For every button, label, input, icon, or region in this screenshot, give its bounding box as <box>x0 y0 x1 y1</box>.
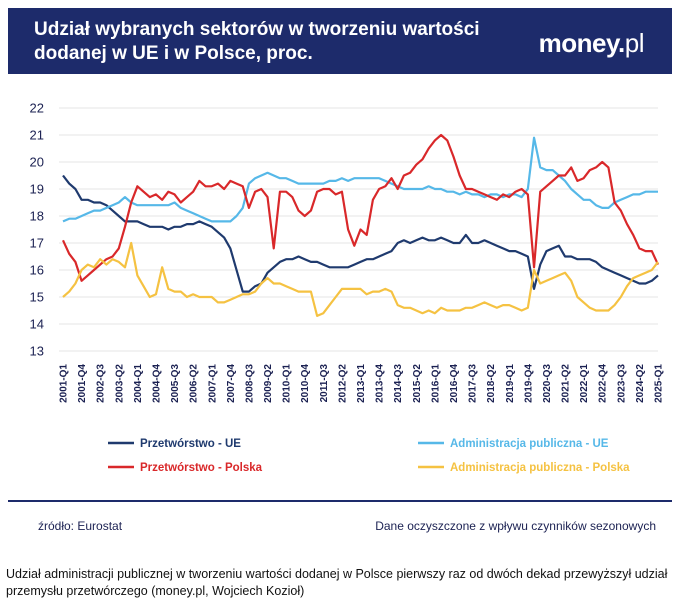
x-tick-label-2013-Q4: 2013-Q4 <box>375 364 386 403</box>
brand-logo-tld: pl <box>624 28 645 58</box>
y-tick-label-18: 18 <box>30 209 44 224</box>
series-line-3 <box>62 241 659 317</box>
x-tick-label-2020-Q3: 2020-Q3 <box>542 364 553 403</box>
x-tick-label-2012-Q2: 2012-Q2 <box>337 364 348 403</box>
x-tick-label-2001-Q4: 2001-Q4 <box>77 364 88 403</box>
x-axis-ticks: 2001-Q1 2001-Q4 2002-Q3 2003-Q2 2004-Q1 2004-… <box>59 364 665 403</box>
y-tick-label-22: 22 <box>30 101 44 116</box>
x-tick-label-2011-Q3: 2011-Q3 <box>319 364 330 403</box>
gridlines <box>59 107 658 352</box>
legend-label-3: Administracja publiczna - Polska <box>450 462 630 474</box>
x-tick-label-2007-Q1: 2007-Q1 <box>207 364 218 403</box>
x-tick-label-2023-Q3: 2023-Q3 <box>616 364 627 403</box>
y-tick-label-19: 19 <box>30 182 44 197</box>
series-line-2 <box>62 133 659 282</box>
x-tick-label-2003-Q2: 2003-Q2 <box>114 364 125 403</box>
seasonal-adjustment-note: Dane oczyszczone z wpływu czynników sezo… <box>375 519 656 533</box>
x-tick-label-2007-Q4: 2007-Q4 <box>226 364 237 403</box>
x-tick-label-2015-Q2: 2015-Q2 <box>412 364 423 403</box>
chart-legend: Przetwórstwo - UE Administracja publiczna… <box>108 438 630 474</box>
x-tick-label-2004-Q1: 2004-Q1 <box>133 364 144 403</box>
y-tick-label-20: 20 <box>30 155 44 170</box>
x-tick-label-2022-Q1: 2022-Q1 <box>579 364 590 403</box>
brand-logo-dot: . <box>618 28 625 58</box>
legend-label-0: Przetwórstwo - UE <box>140 438 241 450</box>
x-tick-label-2022-Q4: 2022-Q4 <box>598 364 609 403</box>
x-tick-label-2025-Q1: 2025-Q1 <box>654 364 665 403</box>
x-tick-label-2016-Q4: 2016-Q4 <box>449 364 460 403</box>
x-tick-label-2019-Q4: 2019-Q4 <box>523 364 534 403</box>
y-tick-label-17: 17 <box>30 236 44 251</box>
x-tick-label-2004-Q4: 2004-Q4 <box>151 364 162 403</box>
x-tick-label-2002-Q3: 2002-Q3 <box>96 364 107 403</box>
brand-logo: money.pl <box>538 28 645 59</box>
chart-title: Udział wybranych sektorów w tworzeniu wa… <box>34 19 480 64</box>
x-tick-label-2013-Q1: 2013-Q1 <box>356 364 367 403</box>
series-line-1 <box>62 136 658 223</box>
series-line-0 <box>62 174 659 293</box>
x-tick-label-2014-Q3: 2014-Q3 <box>393 364 404 403</box>
image-caption: Udział administracji publicznej w tworze… <box>6 567 668 598</box>
y-tick-label-21: 21 <box>30 128 44 143</box>
x-tick-label-2016-Q1: 2016-Q1 <box>430 364 441 403</box>
y-tick-label-13: 13 <box>30 344 44 359</box>
x-tick-label-2009-Q2: 2009-Q2 <box>263 364 274 403</box>
y-tick-label-16: 16 <box>30 263 44 278</box>
legend-label-2: Przetwórstwo - Polska <box>140 462 263 474</box>
line-chart: 13 14 15 16 17 18 19 20 21 22 2001-Q1 2001-Q4 2002-… <box>30 101 665 475</box>
y-tick-label-15: 15 <box>30 290 44 305</box>
x-tick-label-2010-Q1: 2010-Q1 <box>282 364 293 403</box>
source-note: źródło: Eurostat <box>38 519 123 533</box>
x-tick-label-2005-Q3: 2005-Q3 <box>170 364 181 403</box>
x-tick-label-2017-Q3: 2017-Q3 <box>468 364 479 403</box>
x-tick-label-2019-Q1: 2019-Q1 <box>505 364 516 403</box>
x-tick-label-2024-Q2: 2024-Q2 <box>635 364 646 403</box>
x-tick-label-2006-Q2: 2006-Q2 <box>189 364 200 403</box>
y-tick-label-14: 14 <box>30 317 44 332</box>
chart-header: Udział wybranych sektorów w tworzeniu wa… <box>8 8 672 74</box>
footer-divider <box>8 500 672 502</box>
x-tick-label-2010-Q4: 2010-Q4 <box>300 364 311 403</box>
x-tick-label-2001-Q1: 2001-Q1 <box>59 364 70 403</box>
x-tick-label-2008-Q3: 2008-Q3 <box>244 364 255 403</box>
x-tick-label-2018-Q2: 2018-Q2 <box>486 364 497 403</box>
legend-label-1: Administracja publiczna - UE <box>450 438 609 450</box>
x-tick-label-2021-Q2: 2021-Q2 <box>561 364 572 403</box>
y-axis-ticks: 13 14 15 16 17 18 19 20 21 22 <box>30 101 44 359</box>
brand-logo-main: money <box>538 28 619 58</box>
series-lines <box>62 133 659 317</box>
